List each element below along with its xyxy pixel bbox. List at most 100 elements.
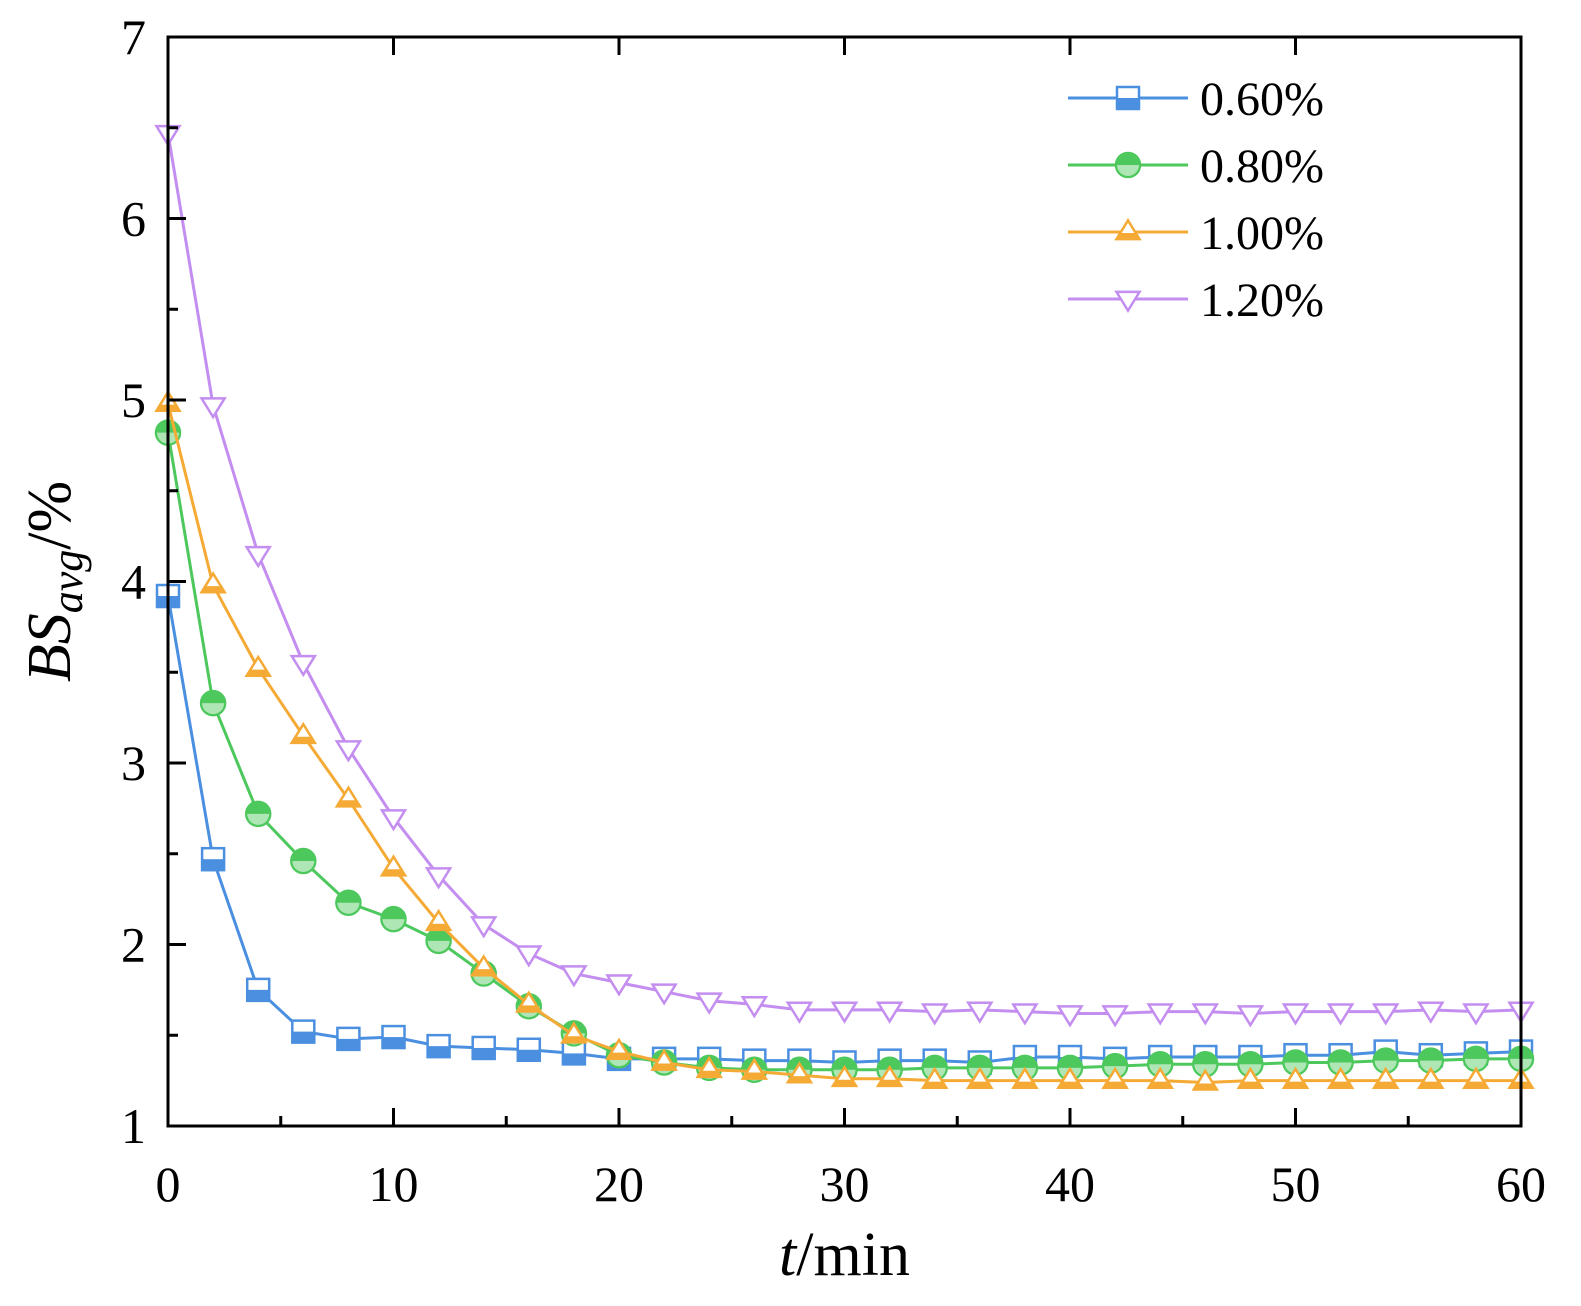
series-060 — [155, 583, 1534, 1075]
x-tick-label: 60 — [1496, 1156, 1546, 1212]
data-point — [336, 1026, 361, 1052]
data-point — [469, 954, 498, 977]
y-tick-label: 6 — [121, 191, 146, 247]
data-point — [1056, 1005, 1084, 1028]
data-point — [381, 1024, 406, 1050]
data-point — [605, 974, 633, 997]
x-tick-label: 50 — [1271, 1156, 1321, 1212]
data-point — [1101, 1066, 1129, 1089]
data-point — [1462, 1066, 1490, 1089]
data-point — [785, 1001, 814, 1024]
x-tick-label: 0 — [156, 1156, 181, 1212]
data-point — [1326, 1066, 1355, 1089]
y-axis-title-unit: /% — [16, 481, 84, 550]
data-point — [335, 889, 362, 917]
data-point — [1371, 1066, 1400, 1089]
y-axis-title-var: BS — [16, 613, 84, 682]
data-point — [334, 785, 363, 808]
data-point — [515, 990, 543, 1013]
data-point — [1417, 1001, 1445, 1024]
data-point — [199, 571, 227, 594]
series-line — [166, 132, 1522, 1015]
legend: 0.60% 0.80% 1.00% 1.20% — [1068, 73, 1324, 327]
data-point — [199, 397, 227, 420]
data-point — [469, 916, 498, 939]
x-axis-title-var: t — [779, 1221, 798, 1289]
legend-label: 1.20% — [1200, 274, 1324, 327]
plot-area — [154, 124, 1535, 1091]
data-point — [875, 1001, 904, 1024]
data-point — [920, 1003, 949, 1026]
data-point — [1372, 1047, 1399, 1074]
legend-label: 0.60% — [1200, 73, 1324, 126]
data-point — [379, 854, 408, 877]
data-point — [1417, 1066, 1445, 1089]
data-point — [1011, 1003, 1039, 1026]
data-point — [291, 1019, 316, 1044]
y-tick-label: 1 — [121, 1098, 146, 1154]
series-120 — [154, 124, 1535, 1028]
legend-item: 0.60% — [1068, 73, 1324, 126]
series-line — [166, 432, 1521, 1072]
series-080 — [154, 419, 1535, 1083]
data-point — [1056, 1066, 1084, 1089]
data-point — [560, 1021, 588, 1044]
y-tick-label: 2 — [121, 917, 146, 973]
data-point — [1191, 1003, 1220, 1026]
data-point — [515, 945, 543, 968]
data-point — [244, 800, 272, 828]
data-point — [1326, 1003, 1355, 1026]
data-point — [200, 846, 226, 872]
data-point — [380, 905, 407, 933]
data-point — [875, 1064, 904, 1088]
data-point — [1146, 1003, 1174, 1026]
legend-item: 0.80% — [1068, 140, 1324, 193]
legend-label: 0.80% — [1200, 140, 1324, 193]
y-tick-label: 4 — [121, 554, 146, 610]
y-axis-title: BSavg/% — [16, 481, 92, 682]
data-point — [289, 654, 318, 678]
data-point — [1462, 1045, 1490, 1073]
data-point — [1146, 1066, 1174, 1089]
data-point — [695, 992, 723, 1015]
data-point — [560, 965, 588, 988]
data-point — [426, 1033, 451, 1059]
data-point — [1281, 1066, 1310, 1089]
x-tick-label: 30 — [820, 1156, 870, 1212]
data-point — [1191, 1068, 1220, 1091]
y-tick-label: 7 — [121, 9, 146, 65]
data-point — [920, 1066, 949, 1089]
data-point — [1236, 1005, 1265, 1028]
data-point — [966, 1066, 994, 1089]
plot-frame — [166, 35, 1523, 1128]
data-point — [425, 927, 452, 955]
x-axis-title-unit: /min — [796, 1221, 910, 1289]
data-point — [1101, 1005, 1129, 1028]
data-point — [561, 1041, 587, 1066]
data-point — [785, 1061, 814, 1084]
legend-marker — [1115, 85, 1141, 111]
axes: 0 10 20 30 40 50 60 1 2 3 4 5 6 7 — [121, 9, 1546, 1212]
x-tick-label: 20 — [594, 1156, 644, 1212]
legend-item: 1.20% — [1068, 274, 1324, 327]
data-point — [244, 654, 272, 677]
legend-marker — [1114, 151, 1142, 179]
data-point — [290, 847, 317, 875]
data-point — [830, 1001, 859, 1024]
data-point — [244, 545, 272, 569]
data-point — [966, 1001, 994, 1024]
data-point — [1237, 1051, 1264, 1078]
data-point — [424, 908, 453, 932]
series-100 — [154, 389, 1535, 1091]
data-point — [1011, 1066, 1039, 1089]
data-point — [424, 867, 453, 890]
data-point — [471, 1035, 496, 1061]
data-point — [605, 1037, 633, 1060]
legend-label: 1.00% — [1200, 207, 1324, 260]
y-axis-title-subscript: avg — [43, 550, 92, 614]
data-point — [1462, 1003, 1490, 1026]
data-point — [650, 1048, 678, 1071]
data-point — [830, 1064, 859, 1088]
legend-marker — [1114, 290, 1142, 313]
